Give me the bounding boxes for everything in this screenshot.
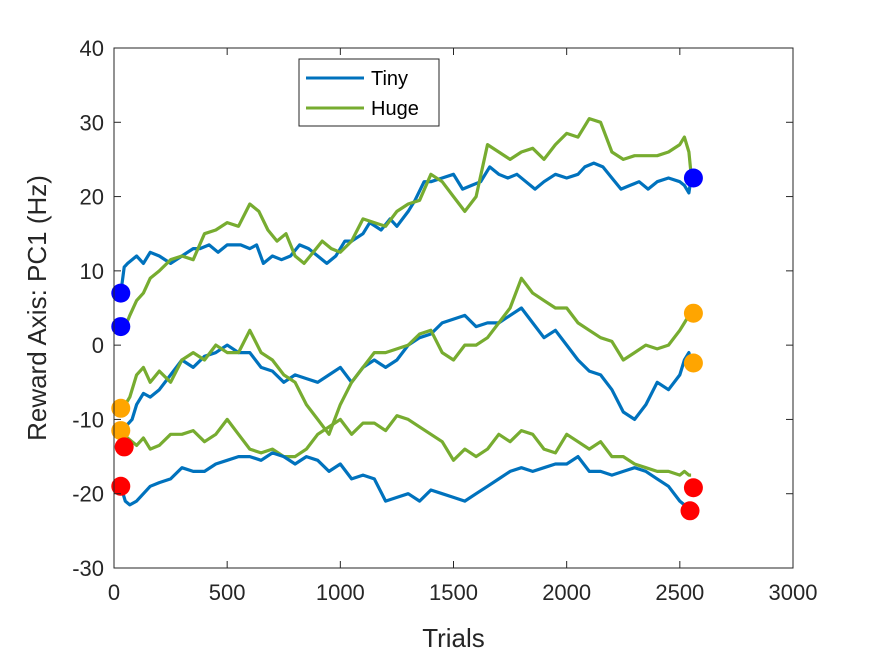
legend-box	[298, 58, 440, 127]
x-tick-label: 3000	[769, 580, 818, 605]
x-tick-label: 2500	[655, 580, 704, 605]
y-tick-label: 0	[92, 333, 104, 358]
y-tick-label: 10	[80, 259, 104, 284]
x-tick-label: 1500	[429, 580, 478, 605]
y-tick-label: -30	[72, 556, 104, 581]
endpoint-marker	[111, 398, 131, 418]
y-tick-label: -20	[72, 482, 104, 507]
endpoint-markers	[111, 168, 703, 521]
legend-label-huge: Huge	[371, 98, 419, 120]
y-tick-label: 40	[80, 36, 104, 61]
y-axis-title: Reward Axis: PC1 (Hz)	[22, 175, 52, 441]
endpoint-marker	[111, 421, 131, 441]
x-tick-label: 0	[108, 580, 120, 605]
x-tick-label: 500	[209, 580, 246, 605]
y-tick-label: 20	[80, 185, 104, 210]
endpoint-marker	[680, 501, 700, 521]
x-tick-label: 1000	[316, 580, 365, 605]
endpoint-marker	[683, 478, 703, 498]
endpoint-marker	[114, 437, 134, 457]
series-line-huge-middle	[119, 276, 693, 436]
axis-ticks: 0 500 1000 1500 2000 2500 3000 -30 -20 -10 0 10 20 30…	[72, 36, 817, 605]
x-tick-label: 2000	[542, 580, 591, 605]
series-lines	[119, 116, 693, 512]
series-line-huge-top	[119, 116, 693, 332]
endpoint-marker	[683, 353, 703, 373]
legend: Tiny Huge	[298, 58, 440, 127]
endpoint-marker	[111, 283, 131, 303]
x-axis-title: Trials	[422, 623, 485, 653]
series-line-tiny-bottom	[119, 451, 693, 512]
series-line-huge-bottom	[122, 414, 692, 477]
endpoint-marker	[111, 317, 131, 337]
y-tick-label: 30	[80, 110, 104, 135]
legend-label-tiny: Tiny	[371, 68, 408, 90]
series-line-tiny-middle	[119, 306, 693, 432]
y-tick-label: -10	[72, 407, 104, 432]
endpoint-marker	[111, 476, 131, 496]
endpoint-marker	[683, 303, 703, 323]
series-line-tiny-top	[119, 161, 693, 294]
endpoint-marker	[683, 168, 703, 188]
